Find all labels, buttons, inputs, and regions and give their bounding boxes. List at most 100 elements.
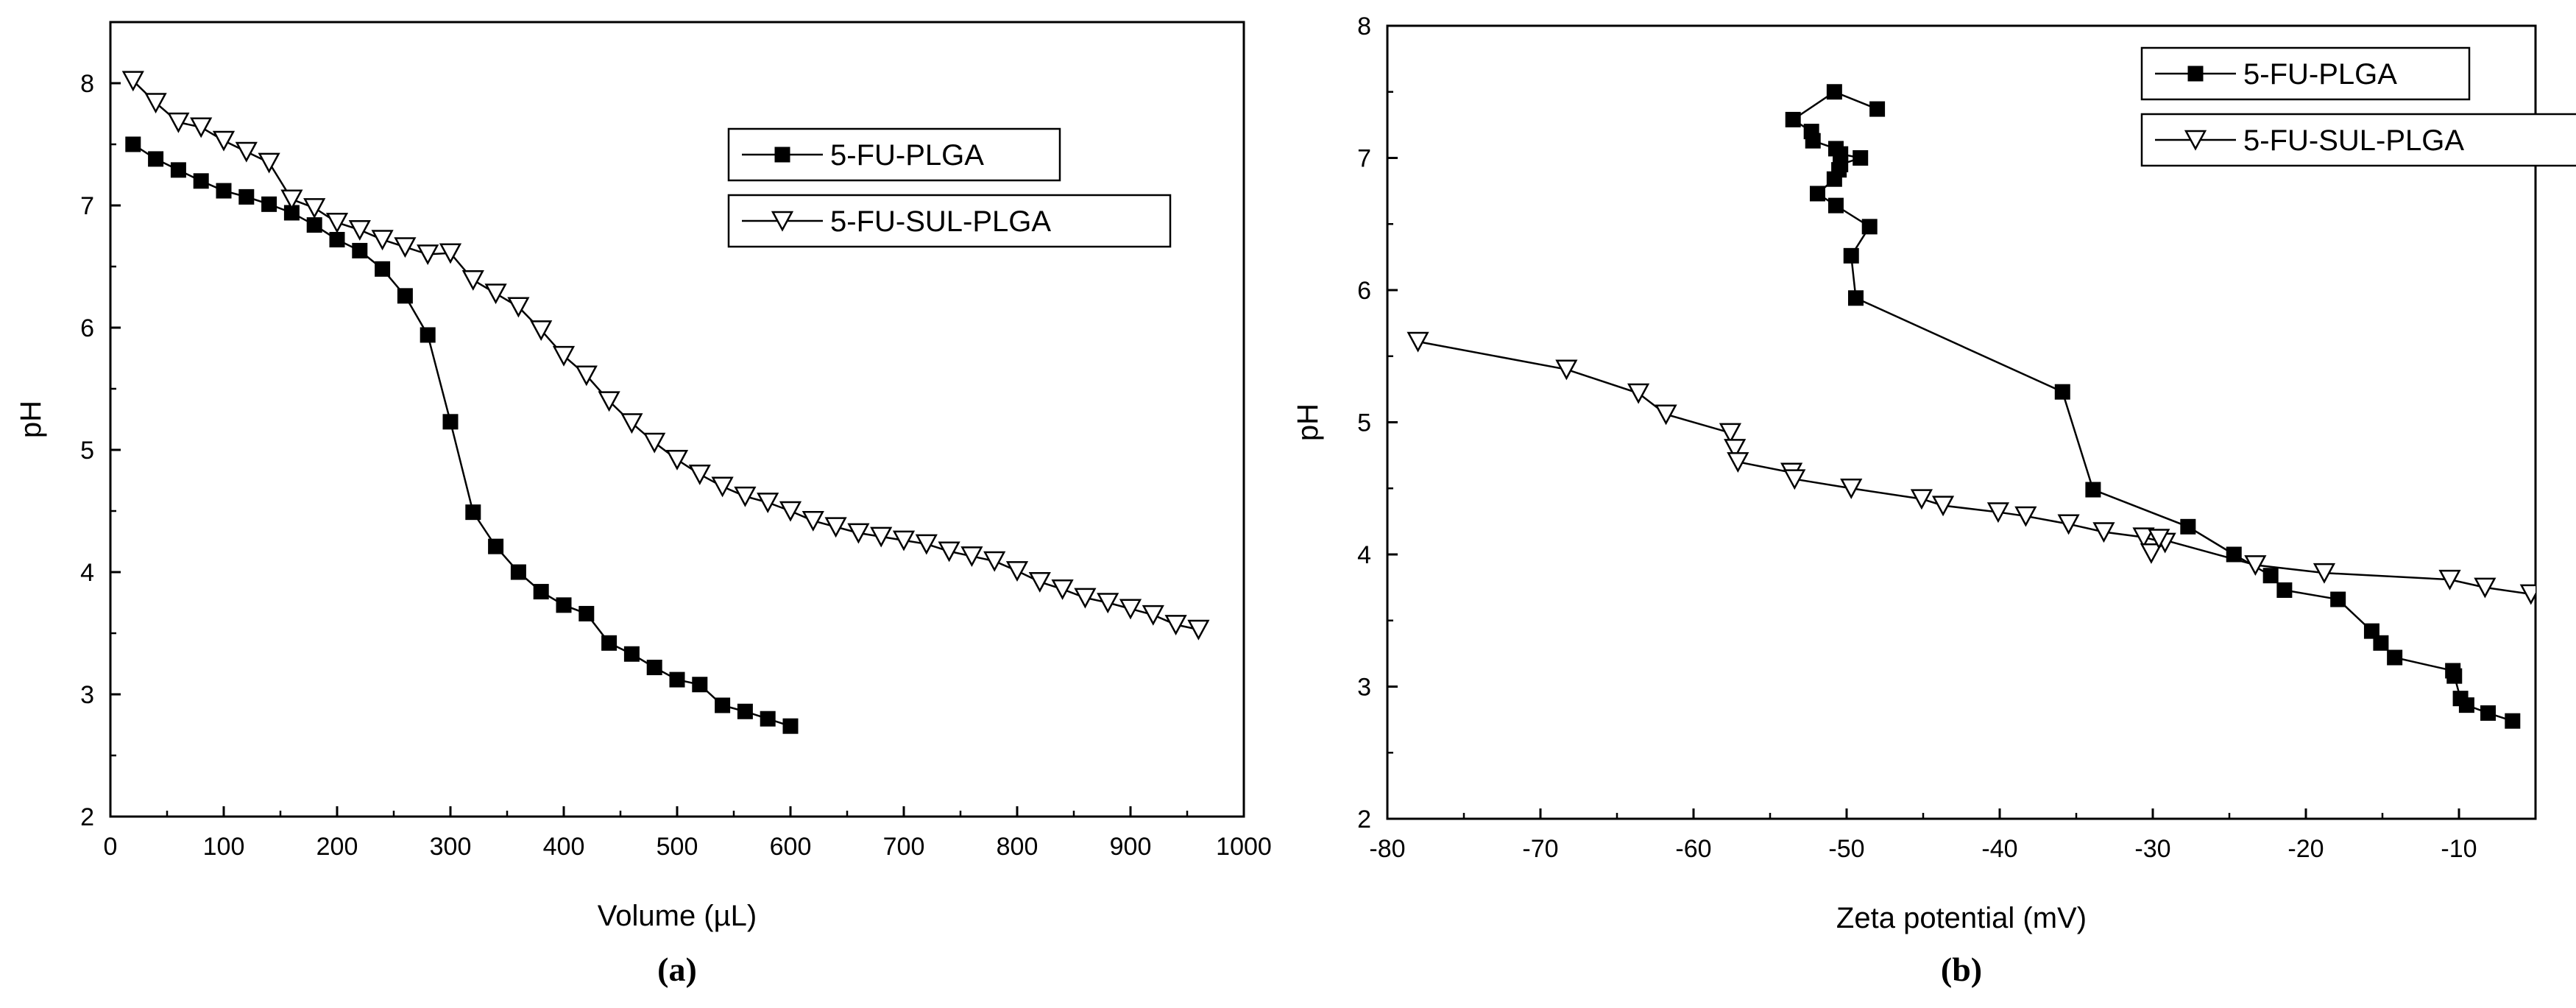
data-point-a-1-1 — [144, 93, 167, 114]
data-point-b-0-2 — [1785, 111, 1801, 127]
data-point-a-1-19 — [552, 345, 576, 367]
x-tick-label-a-3: 300 — [430, 833, 472, 861]
data-point-b-0-22 — [2330, 591, 2346, 607]
y-tick-label-b-1: 3 — [1357, 674, 1371, 702]
y-axis-label-a: pH — [15, 401, 47, 438]
series-b-0 — [1785, 84, 2521, 729]
data-point-a-1-34 — [892, 530, 916, 551]
data-point-a-1-36 — [938, 541, 960, 563]
legend-marker-b-0 — [2187, 66, 2204, 82]
data-point-b-1-14 — [2057, 514, 2080, 535]
data-point-a-0-14 — [442, 414, 459, 430]
data-point-b-1-22 — [2438, 569, 2461, 591]
x-tick-label-a-5: 500 — [657, 833, 698, 861]
data-point-b-1-9 — [1840, 479, 1863, 499]
data-point-a-1-22 — [620, 413, 643, 434]
data-point-a-1-10 — [348, 219, 371, 241]
y-tick-label-b-0: 2 — [1357, 806, 1371, 833]
data-point-a-1-31 — [824, 517, 847, 538]
data-point-a-0-7 — [283, 205, 300, 221]
chart-panel-a: 0 100 200 300 400 500 600 700 800 900 10002345678 … — [15, 21, 1272, 988]
data-point-a-1-23 — [643, 432, 666, 454]
data-point-a-0-22 — [623, 646, 640, 662]
data-point-a-1-35 — [915, 534, 938, 555]
data-point-a-0-8 — [306, 217, 322, 233]
data-point-a-1-24 — [665, 450, 689, 470]
legend-label-b-0: 5-FU-PLGA — [2243, 58, 2397, 91]
y-tick-label-b-2: 4 — [1357, 541, 1371, 569]
data-point-a-1-4 — [212, 130, 236, 152]
data-point-b-0-31 — [2505, 713, 2521, 729]
data-point-b-1-11 — [1931, 496, 1955, 517]
data-point-a-1-9 — [325, 212, 349, 233]
data-point-a-1-29 — [779, 501, 802, 522]
series-a-1 — [121, 71, 1210, 641]
x-tick-label-a-10: 1000 — [1216, 833, 1272, 861]
x-tick-label-b-3: -50 — [1828, 835, 1864, 863]
data-point-b-1-0 — [1406, 331, 1429, 353]
data-point-a-1-6 — [258, 152, 280, 174]
data-point-a-1-42 — [1074, 588, 1097, 609]
y-tick-label-a-2: 4 — [80, 559, 94, 587]
data-point-a-1-38 — [983, 551, 1006, 572]
x-tick-label-b-6: -20 — [2287, 835, 2324, 863]
data-point-b-1-3 — [1655, 404, 1677, 426]
x-tick-label-a-6: 600 — [770, 833, 812, 861]
data-point-a-1-33 — [870, 526, 893, 548]
data-point-a-1-3 — [190, 117, 213, 138]
data-point-a-0-5 — [238, 188, 255, 205]
y-tick-label-a-1: 3 — [80, 681, 94, 709]
data-point-a-1-28 — [757, 493, 779, 514]
data-point-b-1-12 — [1986, 502, 2010, 524]
x-axis-label-b: Zeta potential (mV) — [1836, 902, 2087, 934]
data-point-b-0-12 — [1827, 197, 1844, 214]
data-point-b-1-21 — [2313, 563, 2336, 584]
data-point-a-0-18 — [533, 584, 549, 600]
x-tick-label-a-9: 900 — [1110, 833, 1152, 861]
y-tick-label-a-5: 7 — [80, 192, 94, 220]
data-point-a-0-28 — [760, 711, 776, 727]
data-point-b-0-25 — [2387, 649, 2403, 666]
data-point-b-1-5 — [1724, 439, 1747, 460]
data-point-b-1-6 — [1727, 452, 1749, 473]
x-tick-label-b-4: -40 — [1981, 835, 2017, 863]
y-tick-label-a-3: 5 — [80, 437, 94, 465]
x-tick-label-a-7: 700 — [883, 833, 925, 861]
data-point-a-1-20 — [575, 365, 598, 387]
y-tick-label-b-5: 7 — [1357, 145, 1371, 173]
data-point-a-1-12 — [394, 237, 417, 258]
data-point-a-0-9 — [329, 231, 345, 247]
data-point-b-0-20 — [2262, 568, 2279, 584]
y-axis-label-b: pH — [1292, 403, 1324, 441]
data-point-b-0-15 — [1847, 290, 1864, 306]
x-tick-label-b-1: -70 — [1522, 835, 1558, 863]
x-tick-label-a-4: 400 — [543, 833, 585, 861]
x-tick-label-b-0: -80 — [1369, 835, 1405, 863]
data-point-b-0-30 — [2480, 705, 2497, 721]
data-point-a-1-21 — [598, 391, 620, 412]
data-point-b-1-16 — [2132, 527, 2155, 549]
legend-marker-a-0 — [774, 147, 790, 163]
data-point-a-0-0 — [125, 136, 141, 152]
y-tick-label-b-6: 8 — [1357, 13, 1371, 40]
data-point-b-0-13 — [1861, 219, 1878, 235]
data-point-a-0-19 — [556, 597, 572, 613]
data-point-a-0-26 — [715, 697, 731, 713]
data-point-a-0-24 — [669, 672, 685, 688]
data-point-a-0-29 — [782, 718, 799, 734]
series-a-0 — [125, 136, 799, 734]
series-b-1 — [1406, 331, 2536, 605]
data-point-b-0-18 — [2180, 518, 2196, 535]
data-point-a-1-39 — [1005, 561, 1029, 582]
data-point-b-1-10 — [1910, 489, 1933, 510]
data-point-a-0-17 — [510, 564, 526, 580]
data-point-a-0-13 — [420, 327, 436, 343]
data-point-a-1-11 — [371, 230, 394, 251]
data-point-a-1-32 — [847, 523, 870, 544]
data-point-a-0-15 — [465, 504, 481, 521]
data-point-b-1-15 — [2092, 522, 2115, 543]
y-tick-label-b-4: 6 — [1357, 277, 1371, 305]
data-point-b-1-2 — [1627, 383, 1650, 404]
